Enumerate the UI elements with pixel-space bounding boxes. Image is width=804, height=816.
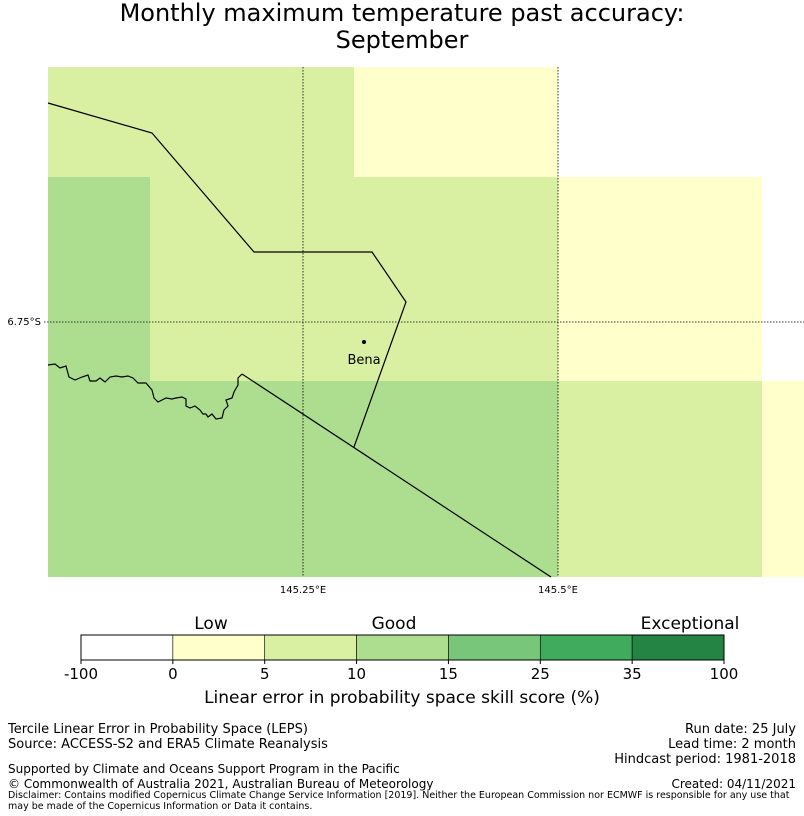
footer-created: Created: 04/11/2021 <box>671 777 796 791</box>
bena-label: Bena <box>347 353 380 368</box>
chart-title: Monthly maximum temperature past accurac… <box>0 0 804 54</box>
colorbar-swatch <box>80 634 174 661</box>
coastline <box>47 363 243 420</box>
cell-r3-c2 <box>558 381 762 577</box>
cell-r1-c2 <box>354 67 558 177</box>
colorbar-category-exceptional: Exceptional <box>641 614 740 634</box>
colorbar-tick-label: 10 <box>347 665 366 683</box>
lat-tick-label: 6.75°S <box>7 317 41 328</box>
title-line-2: September <box>335 26 469 54</box>
colorbar-swatch <box>448 634 541 661</box>
colorbar-label: Linear error in probability space skill … <box>204 688 600 708</box>
colorbar-tick-label: 35 <box>623 665 642 683</box>
boundary-line <box>47 102 407 448</box>
footer-run-date: Run date: 25 July <box>685 722 796 737</box>
colorbar-tick-label: 25 <box>531 665 550 683</box>
colorbar-tick-label: 15 <box>439 665 458 683</box>
footer-source: Source: ACCESS-S2 and ERA5 Climate Reana… <box>8 737 328 752</box>
footer-copyright: © Commonwealth of Australia 2021, Austra… <box>8 777 434 791</box>
lon-tick-label: 145.5°E <box>538 585 578 596</box>
colorbar-swatch <box>356 634 449 661</box>
lon-tick-label: 145.25°E <box>280 585 326 596</box>
cell-r3-c3 <box>762 381 804 577</box>
graticule <box>44 67 804 577</box>
cell-r2-c4 <box>762 177 804 381</box>
province-boundaries <box>47 102 552 578</box>
colorbar-category-low: Low <box>194 614 228 634</box>
bena-marker <box>362 340 366 344</box>
colorbar-swatch <box>264 634 357 661</box>
footer-left-block: Tercile Linear Error in Probability Spac… <box>8 722 328 752</box>
colorbar-tick-label: -100 <box>64 665 98 683</box>
colorbar-swatch <box>631 634 725 661</box>
colorbar-frame <box>80 634 725 661</box>
cell-r2-c2 <box>150 177 558 381</box>
colorbar-swatch <box>172 634 266 661</box>
footer-lead-time: Lead time: 2 month <box>668 737 796 752</box>
cell-r2-c1 <box>48 177 150 381</box>
title-line-1: Monthly maximum temperature past accurac… <box>119 0 685 27</box>
footer-disclaimer: Disclaimer: Contains modified Copernicus… <box>8 790 790 812</box>
footer-hindcast: Hindcast period: 1981-2018 <box>614 752 796 767</box>
footer-right-block: Run date: 25 July Lead time: 2 month Hin… <box>614 722 796 767</box>
footer-support: Supported by Climate and Oceans Support … <box>8 762 400 776</box>
cell-r1-c3 <box>558 67 804 177</box>
colorbar-tick-label: 5 <box>260 665 270 683</box>
footer-method: Tercile Linear Error in Probability Spac… <box>8 722 308 737</box>
boundary-line <box>241 373 552 578</box>
cell-r1-c1 <box>48 67 354 177</box>
colorbar-tick-label: 100 <box>710 665 739 683</box>
colorbar-swatch <box>539 634 633 661</box>
colorbar-tick-label: 0 <box>168 665 178 683</box>
colorbar: Low Good Exceptional -100 0 5 10 15 25 35 100 <box>64 614 739 683</box>
colorbar-category-good: Good <box>372 614 417 634</box>
cell-r2-c3 <box>558 177 762 381</box>
